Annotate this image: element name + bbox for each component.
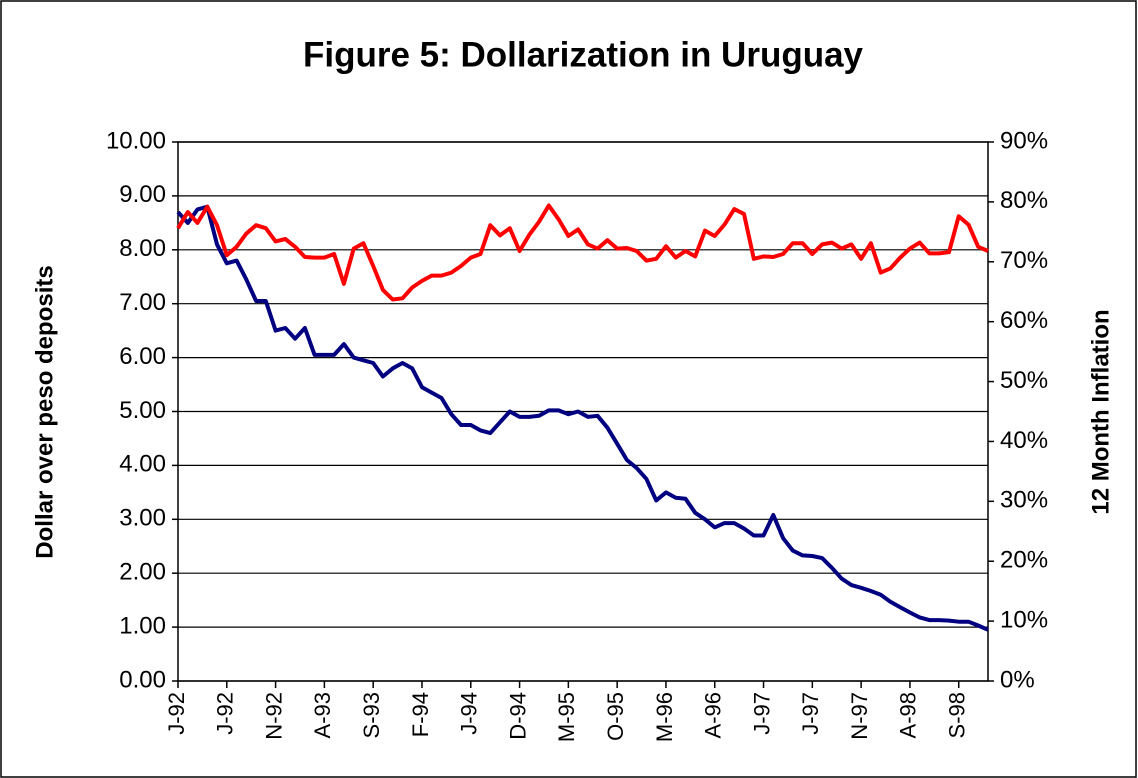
x-tick-label: N-92 [261,692,286,740]
x-tick-label: M-96 [652,692,677,742]
y2-tick-label: 90% [1000,127,1048,154]
x-tick-label: J-92 [213,692,238,735]
y2-tick-label: 40% [1000,427,1048,454]
chart-title: Figure 5: Dollarization in Uruguay [303,35,864,74]
y-tick-label: 7.00 [119,289,166,316]
y2-tick-label: 70% [1000,247,1048,274]
y2-tick-label: 60% [1000,307,1048,334]
x-tick-label: N-97 [847,692,872,740]
x-tick-label: A-93 [310,692,335,738]
y-tick-label: 2.00 [119,559,166,586]
x-tick-label: S-98 [945,692,970,738]
y-tick-label: 5.00 [119,397,166,424]
y2-tick-label: 20% [1000,547,1048,574]
y-tick-label: 1.00 [119,612,166,639]
series-line [176,203,989,302]
y2-axis-title: 12 Month Inflation [1087,309,1114,514]
y2-tick-label: 50% [1000,367,1048,394]
x-tick-label: J-97 [749,692,774,735]
x-tick-label: M-95 [554,692,579,742]
y-tick-label: 0.00 [119,666,166,693]
y-tick-label: 6.00 [119,343,166,370]
y-tick-label: 10.00 [106,127,166,154]
x-tick-label: F-94 [408,692,433,737]
x-tick-label: S-93 [359,692,384,738]
x-tick-label: J-94 [457,692,482,735]
x-tick-label: J-97 [798,692,823,735]
x-tick-label: A-98 [896,692,921,738]
x-tick-label: O-95 [603,692,628,741]
y2-tick-label: 10% [1000,606,1048,633]
y2-tick-label: 80% [1000,187,1048,214]
x-tick-label: A-96 [701,692,726,738]
y-tick-label: 9.00 [119,181,166,208]
y-tick-label: 8.00 [119,235,166,262]
y2-tick-label: 30% [1000,487,1048,514]
series-line [176,204,989,632]
y-axis-title: Dollar over peso deposits [31,265,58,558]
x-tick-label: J-92 [164,692,189,735]
y2-tick-label: 0% [1000,666,1035,693]
x-tick-label: D-94 [505,692,530,740]
y-tick-label: 3.00 [119,505,166,532]
y-tick-label: 4.00 [119,451,166,478]
